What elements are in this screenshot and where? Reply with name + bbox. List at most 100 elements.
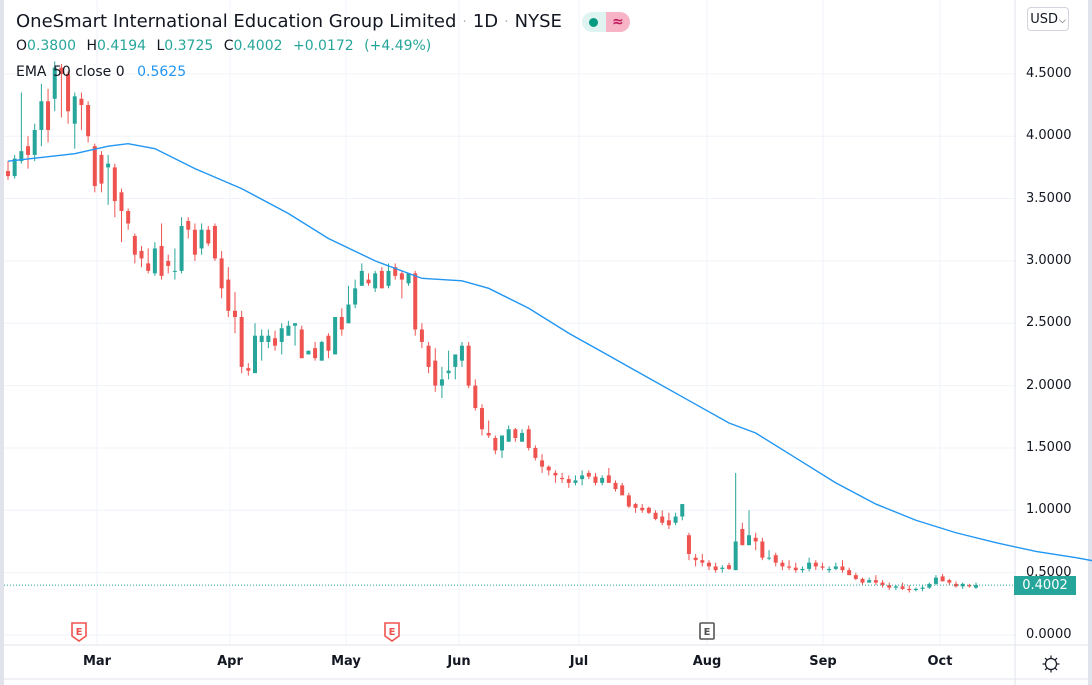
price-tick-label: 4.0000 xyxy=(1026,128,1072,144)
candle-body xyxy=(59,67,64,74)
candle-body xyxy=(793,567,798,571)
candle-body xyxy=(693,557,698,561)
candle-body xyxy=(226,279,231,311)
candle-body xyxy=(933,577,938,584)
candle-body xyxy=(433,360,438,386)
candle-body xyxy=(633,504,638,508)
candle-body xyxy=(646,507,651,513)
high-value: 0.4194 xyxy=(97,38,147,54)
candle-body xyxy=(186,220,191,230)
candle-body xyxy=(146,263,151,271)
candle-body xyxy=(807,562,812,569)
candle-body xyxy=(873,580,878,583)
candle-body xyxy=(479,408,484,430)
candle-body xyxy=(540,460,545,467)
candle-body xyxy=(266,335,271,342)
candle-body xyxy=(72,96,77,124)
price-tick-label: 2.5000 xyxy=(1026,315,1072,331)
last-price-label: 0.4002 xyxy=(1014,576,1076,595)
candle-body xyxy=(967,585,972,587)
candle-body xyxy=(613,482,618,490)
candle-body xyxy=(399,273,404,280)
time-tick-label: May xyxy=(331,654,361,669)
candle-body xyxy=(947,580,952,583)
candle-body xyxy=(319,341,324,361)
earnings-marker-icon[interactable]: E xyxy=(69,621,89,645)
price-tick-label: 1.0000 xyxy=(1026,502,1072,518)
candle-body xyxy=(847,570,852,576)
earnings-marker-icon[interactable]: E xyxy=(697,621,717,645)
candle-body xyxy=(219,258,224,289)
indicator-name: EMA xyxy=(16,64,47,80)
candle-body xyxy=(800,568,805,571)
settings-gear-icon[interactable] xyxy=(1041,654,1061,674)
candle-body xyxy=(473,385,478,409)
candle-body xyxy=(867,580,872,583)
candle-body xyxy=(12,158,17,177)
currency-label: USD xyxy=(1030,12,1058,27)
indicator-legend-ema[interactable]: EMA 50 close 0 0.5625 xyxy=(16,62,630,82)
candle-body xyxy=(780,562,785,567)
chart-legend: OneSmart International Education Group L… xyxy=(16,10,630,82)
candle-body xyxy=(212,225,217,259)
price-tick-label: 2.0000 xyxy=(1026,377,1072,393)
delayed-data-icon[interactable]: ≈ xyxy=(605,12,630,32)
candle-body xyxy=(506,429,511,442)
candle-body xyxy=(192,229,197,255)
separator: · xyxy=(504,14,509,30)
candle-body xyxy=(927,583,932,588)
currency-selector[interactable]: USD⌵ xyxy=(1027,7,1069,31)
candle-body xyxy=(940,576,945,582)
time-tick-label: Sep xyxy=(809,654,837,669)
ohlc-values: O0.3800 H0.4194 L0.3725 C0.4002 +0.0172 … xyxy=(16,36,630,56)
right-border xyxy=(1088,0,1092,685)
symbol-name[interactable]: OneSmart International Education Group L… xyxy=(16,11,457,32)
candle-body xyxy=(152,248,157,274)
candle-body xyxy=(232,310,237,318)
candle-body xyxy=(326,335,331,351)
candle-body xyxy=(306,350,311,355)
candle-body xyxy=(720,567,725,569)
candle-body xyxy=(620,485,625,496)
candle-body xyxy=(907,588,912,591)
close-value: 0.4002 xyxy=(233,38,283,54)
candle-body xyxy=(6,171,10,177)
low-label: L xyxy=(156,38,165,54)
status-badges[interactable]: ≈ xyxy=(581,12,630,32)
candle-body xyxy=(833,566,838,569)
candle-body xyxy=(660,516,665,523)
open-label: O xyxy=(16,38,28,54)
candle-body xyxy=(46,101,51,130)
candle-body xyxy=(560,477,565,480)
candle-body xyxy=(293,323,298,326)
price-tick-label: 4.5000 xyxy=(1026,65,1072,81)
earnings-marker-icon[interactable]: E xyxy=(382,621,402,645)
candle-body xyxy=(246,368,251,371)
time-tick-label: Apr xyxy=(217,654,243,669)
candle-body xyxy=(586,472,591,477)
candle-body xyxy=(913,588,918,591)
candle-body xyxy=(66,73,71,112)
indicator-args: 50 close 0 xyxy=(52,64,125,80)
candle-body xyxy=(159,245,164,276)
market-open-dot-icon[interactable] xyxy=(581,12,606,32)
exchange: NYSE xyxy=(514,11,562,32)
candle-body xyxy=(273,338,278,346)
candle-body xyxy=(339,317,344,330)
candle-body xyxy=(520,432,525,442)
candle-body xyxy=(299,329,304,359)
candle-body xyxy=(887,585,892,588)
interval[interactable]: 1D xyxy=(472,11,499,32)
candle-body xyxy=(747,535,752,546)
candle-body xyxy=(313,348,318,359)
price-tick-label: 0.5000 xyxy=(1026,564,1072,580)
candle-body xyxy=(393,267,398,276)
high-label: H xyxy=(86,38,98,54)
candle-body xyxy=(79,98,84,106)
candle-body xyxy=(546,466,551,471)
price-tick-label: 3.0000 xyxy=(1026,252,1072,268)
candle-body xyxy=(333,317,338,355)
candle-body xyxy=(419,329,424,342)
candle-body xyxy=(206,229,211,244)
